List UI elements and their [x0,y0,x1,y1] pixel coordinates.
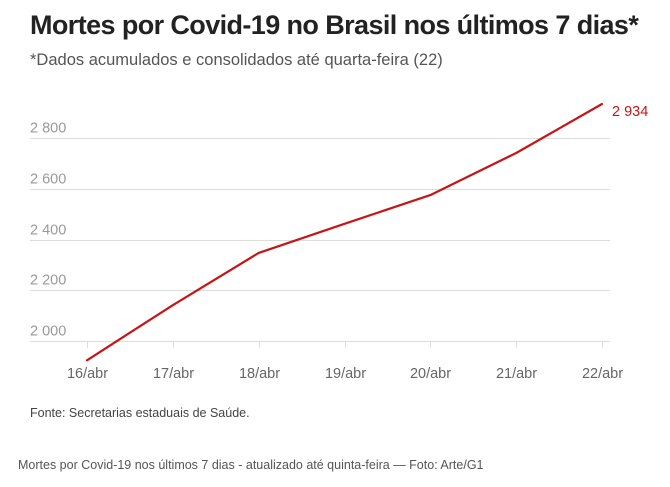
chart-subtitle: *Dados acumulados e consolidados até qua… [30,51,443,69]
y-tick-label: 2 800 [30,121,66,137]
y-tick-label: 2 400 [30,223,66,239]
grid-layer [30,138,610,342]
data-label-layer: 2 934 [612,104,648,120]
x-tick-label: 17/abr [153,366,194,382]
series-line [85,102,604,362]
x-tick-label: 22/abr [582,366,623,382]
y-tick-label: 2 200 [30,273,66,289]
chart-card: Mortes por Covid-19 no Brasil nos último… [30,10,648,420]
y-tick-label: 2 600 [30,172,66,188]
x-tick-label: 19/abr [325,366,366,382]
x-tick-label: 16/abr [67,366,108,382]
x-tick-label: 18/abr [239,366,280,382]
x-tick-label: 20/abr [410,366,451,382]
x-tick-label: 21/abr [496,366,537,382]
photo-caption: Mortes por Covid-19 nos últimos 7 dias -… [18,458,484,472]
x-axis-ticks: 16/abr 17/abr 18/abr 19/abr 20/abr 21/abr 22/a… [67,341,623,382]
y-tick-label: 2 000 [30,324,66,340]
y-axis-ticks: 2 000 2 200 2 400 2 600 2 800 [30,121,66,340]
chart-title: Mortes por Covid-19 no Brasil nos último… [30,10,639,40]
source-note: Fonte: Secretarias estaduais de Saúde. [30,406,250,420]
line-chart: 2 000 2 200 2 400 2 600 2 800 16/abr 17/abr 18… [30,102,648,382]
series-layer [85,102,604,362]
data-label: 2 934 [612,104,648,120]
